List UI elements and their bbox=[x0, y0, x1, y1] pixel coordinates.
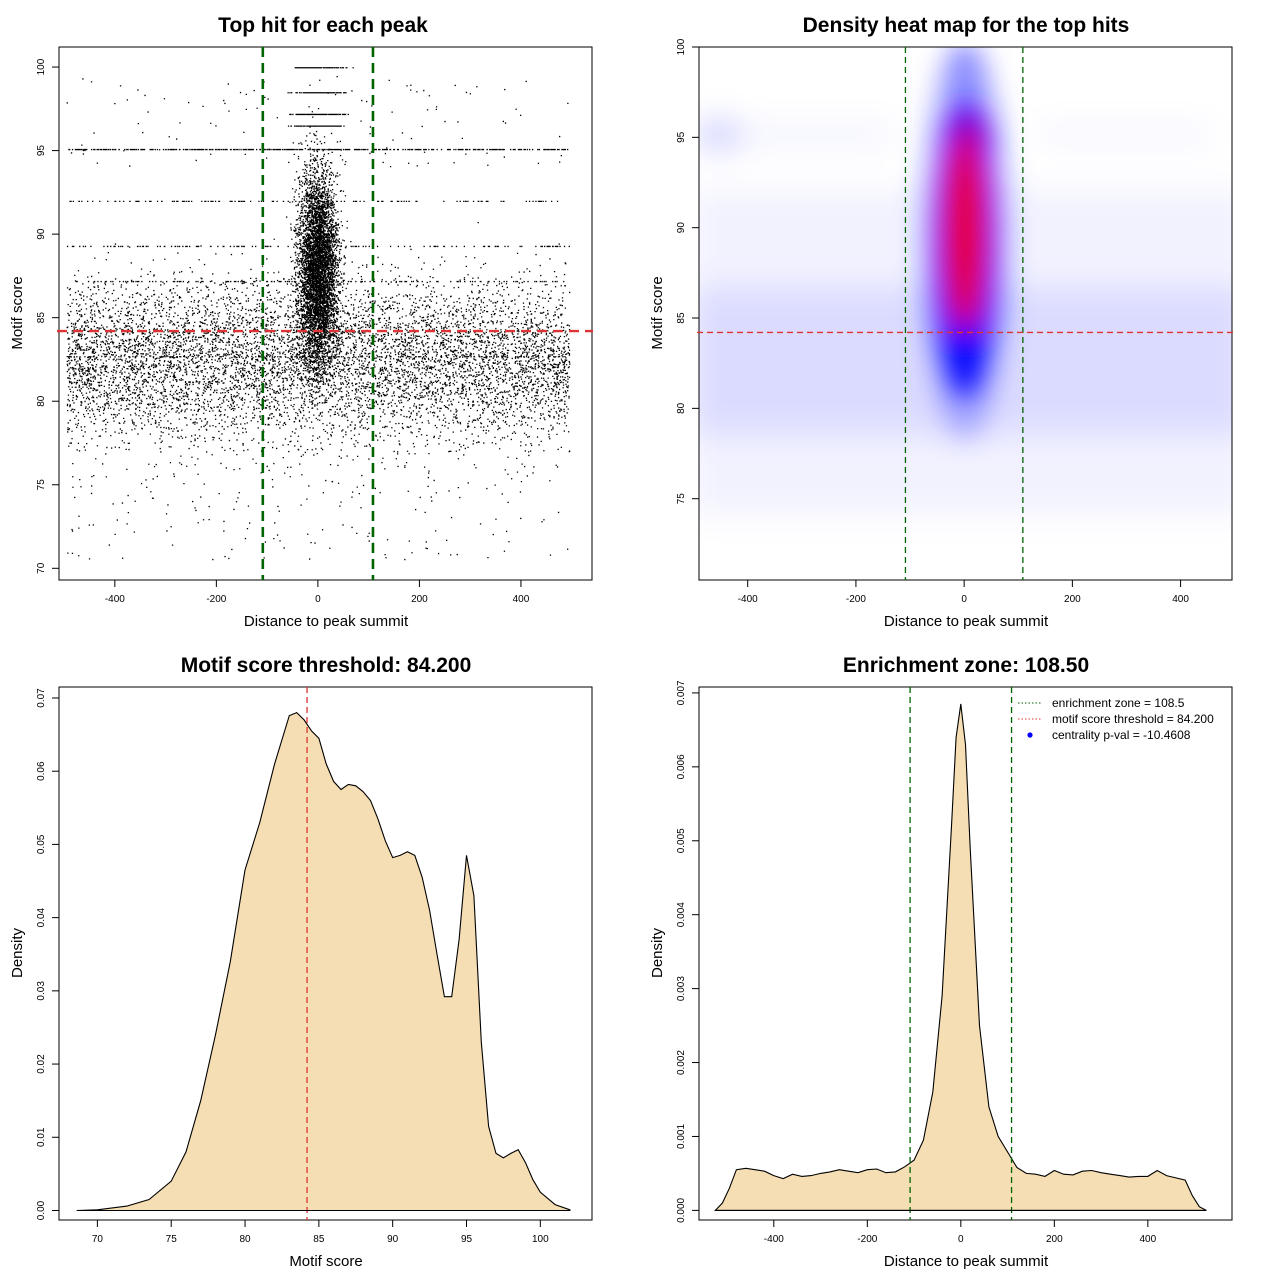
heatmap-x-axis: -400 -200 0 200 400 bbox=[738, 580, 1189, 605]
distance-density-xlabel: Distance to peak summit bbox=[884, 1253, 1049, 1270]
heatmap-ytick-label: 80 bbox=[676, 402, 687, 414]
score-density-xtick-label: 90 bbox=[387, 1234, 399, 1245]
heatmap-ytick-label: 90 bbox=[676, 222, 687, 234]
scatter-xtick-label: 0 bbox=[315, 594, 321, 605]
scatter-plot-frame bbox=[58, 46, 593, 581]
distance-density-curve bbox=[714, 703, 1207, 1211]
scatter-ytick-label: 95 bbox=[36, 145, 47, 157]
scatter-point-cloud bbox=[66, 67, 571, 561]
score-density-ytick-label: 0.07 bbox=[36, 688, 47, 708]
heatmap-density bbox=[699, 47, 1232, 580]
heatmap-ytick-label: 100 bbox=[676, 38, 687, 55]
legend: enrichment zone = 108.5 motif score thre… bbox=[1018, 696, 1214, 742]
heatmap-plot-frame bbox=[698, 46, 1233, 581]
scatter-xtick-label: 400 bbox=[513, 594, 530, 605]
score-density-xtick-label: 100 bbox=[532, 1234, 549, 1245]
score-density-xtick-label: 80 bbox=[239, 1234, 251, 1245]
score-density-xtick-label: 70 bbox=[92, 1234, 104, 1245]
score-density-ylabel: Density bbox=[9, 927, 26, 978]
heatmap-xtick-label: 200 bbox=[1064, 594, 1081, 605]
scatter-ytick-label: 70 bbox=[36, 562, 47, 574]
heatmap-ylabel: Motif score bbox=[649, 276, 666, 349]
distance-density-title: Enrichment zone: 108.50 bbox=[843, 654, 1089, 677]
score-density-x-axis: 70 75 80 85 90 95 100 bbox=[92, 1220, 549, 1245]
score-density-xlabel: Motif score bbox=[289, 1253, 362, 1270]
score-density-ytick-label: 0.02 bbox=[36, 1054, 47, 1074]
heatmap-hotspot bbox=[919, 47, 1011, 440]
score-density-ytick-label: 0.01 bbox=[36, 1127, 47, 1147]
scatter-xtick-label: 200 bbox=[411, 594, 428, 605]
distance-density-y-axis: 0.000 0.001 0.002 0.003 0.004 0.005 0.006 0.007 bbox=[676, 680, 699, 1223]
scatter-ytick-label: 80 bbox=[36, 395, 47, 407]
scatter-ytick-label: 85 bbox=[36, 312, 47, 324]
scatter-x-axis: -400 -200 0 200 400 bbox=[105, 580, 530, 605]
score-density-plot-frame bbox=[58, 686, 593, 1221]
score-density-xtick-label: 75 bbox=[166, 1234, 178, 1245]
score-density-xtick-label: 85 bbox=[313, 1234, 325, 1245]
heatmap-ytick-label: 75 bbox=[676, 493, 687, 505]
heatmap-xtick-label: 0 bbox=[961, 594, 967, 605]
score-density-ytick-label: 0.05 bbox=[36, 834, 47, 854]
heatmap-xlabel: Distance to peak summit bbox=[884, 613, 1049, 630]
distance-density-xtick-label: -200 bbox=[857, 1234, 877, 1245]
distance-density-plot-frame bbox=[698, 686, 1233, 1221]
legend-item-pval: centrality p-val = -10.4608 bbox=[1052, 728, 1191, 742]
distance-density-ytick-label: 0.007 bbox=[676, 680, 687, 705]
heatmap-y-axis: 75 80 85 90 95 100 bbox=[676, 38, 699, 504]
heatmap-xtick-label: 400 bbox=[1172, 594, 1189, 605]
distance-density-x-axis: -400 -200 0 200 400 bbox=[764, 1220, 1157, 1245]
heatmap-ytick-label: 95 bbox=[676, 131, 687, 143]
distance-density-xtick-label: 400 bbox=[1139, 1234, 1156, 1245]
scatter-xtick-label: -200 bbox=[206, 594, 226, 605]
legend-pval-point bbox=[1027, 732, 1033, 738]
heatmap-xtick-label: -400 bbox=[738, 594, 758, 605]
scatter-ytick-label: 100 bbox=[36, 58, 47, 75]
distance-density-ytick-label: 0.002 bbox=[676, 1050, 687, 1075]
distance-density-ytick-label: 0.001 bbox=[676, 1124, 687, 1149]
distance-density-ytick-label: 0.006 bbox=[676, 754, 687, 779]
scatter-panel: Top hit for each peak -400 -200 0 200 400 70… bbox=[9, 14, 593, 630]
heatmap-panel: Density heat map for the top hits -400 bbox=[649, 14, 1233, 630]
scatter-xtick-label: -400 bbox=[105, 594, 125, 605]
distance-density-xtick-label: 200 bbox=[1046, 1234, 1063, 1245]
distance-density-ytick-label: 0.004 bbox=[676, 902, 687, 927]
scatter-ytick-label: 75 bbox=[36, 479, 47, 491]
scatter-y-axis: 70 75 80 85 90 95 100 bbox=[36, 58, 59, 574]
scatter-xlabel: Distance to peak summit bbox=[244, 613, 409, 630]
heatmap-title: Density heat map for the top hits bbox=[803, 14, 1130, 37]
score-density-ytick-label: 0.00 bbox=[36, 1200, 47, 1220]
heatmap-enrichment-lines bbox=[904, 47, 1024, 580]
distance-density-panel: Enrichment zone: 108.50 -400 -200 0 200 400 … bbox=[649, 654, 1233, 1270]
distance-density-ylabel: Density bbox=[649, 927, 666, 978]
score-density-xtick-label: 95 bbox=[461, 1234, 473, 1245]
score-density-panel: Motif score threshold: 84.200 70 75 80 85 90… bbox=[9, 654, 593, 1270]
scatter-enrichment-lines bbox=[261, 47, 375, 580]
score-density-ytick-label: 0.04 bbox=[36, 907, 47, 927]
score-density-ytick-label: 0.03 bbox=[36, 981, 47, 1001]
heatmap-ytick-label: 85 bbox=[676, 312, 687, 324]
legend-item-threshold: motif score threshold = 84.200 bbox=[1052, 712, 1214, 726]
distance-density-ytick-label: 0.003 bbox=[676, 976, 687, 1001]
scatter-ylabel: Motif score bbox=[9, 276, 26, 349]
score-density-curve bbox=[76, 711, 571, 1212]
heatmap-xtick-label: -200 bbox=[846, 594, 866, 605]
distance-density-ytick-label: 0.000 bbox=[676, 1197, 687, 1222]
scatter-ytick-label: 90 bbox=[36, 228, 47, 240]
scatter-points bbox=[66, 67, 571, 561]
score-density-ytick-label: 0.06 bbox=[36, 761, 47, 781]
scatter-title: Top hit for each peak bbox=[218, 14, 428, 37]
score-density-y-axis: 0.00 0.01 0.02 0.03 0.04 0.05 0.06 0.07 bbox=[36, 688, 59, 1220]
distance-density-xtick-label: -400 bbox=[764, 1234, 784, 1245]
score-density-title: Motif score threshold: 84.200 bbox=[181, 654, 472, 677]
distance-density-enrichment-lines bbox=[909, 687, 1013, 1220]
distance-density-ytick-label: 0.005 bbox=[676, 828, 687, 853]
distance-density-xtick-label: 0 bbox=[958, 1234, 964, 1245]
legend-item-zone: enrichment zone = 108.5 bbox=[1052, 696, 1185, 710]
